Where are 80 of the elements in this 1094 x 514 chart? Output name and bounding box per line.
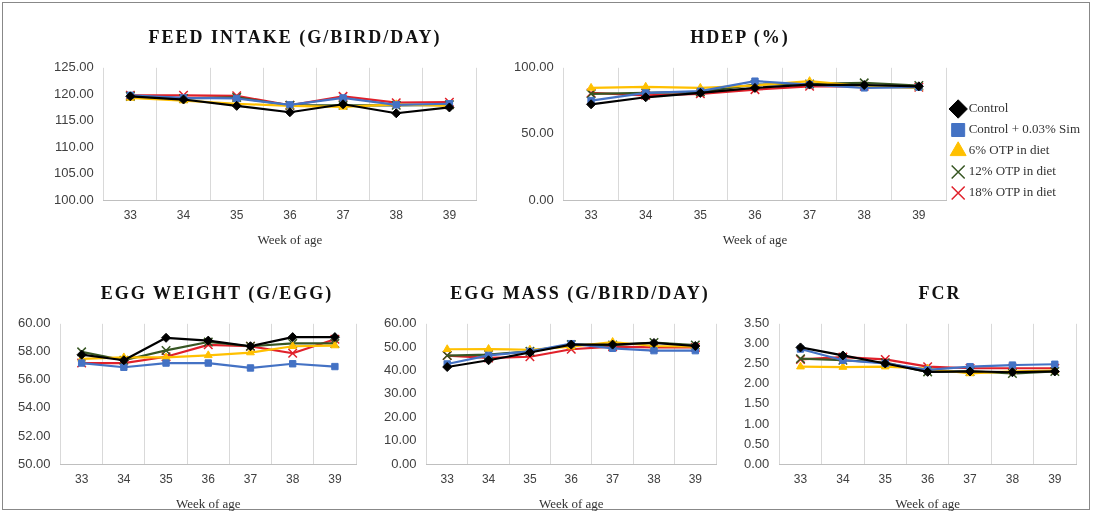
x-tick-label: 35	[159, 471, 174, 486]
chart-title: FEED INTAKE (G/BIRD/DAY)	[147, 26, 443, 49]
x-tick-label: 36	[283, 207, 297, 222]
legend-label: Control	[968, 100, 1009, 116]
x-tick-label: 37	[605, 471, 620, 486]
y-tick-label: 40.00	[383, 362, 417, 378]
x-tick-label: 33	[440, 471, 455, 486]
x-tick-label: 36	[748, 207, 762, 222]
x-tick-label: 37	[243, 471, 258, 486]
x-tick-label: 39	[688, 471, 703, 486]
y-tick-label: 54.00	[17, 399, 51, 415]
y-tick-label: 1.00	[743, 415, 770, 431]
x-tick-label: 34	[639, 207, 653, 222]
legend-label: 12% OTP in diet	[968, 163, 1057, 179]
x-tick-label: 36	[920, 471, 935, 486]
y-tick-label: 1.50	[743, 395, 770, 411]
x-tick-label: 34	[836, 471, 850, 486]
x-axis-title: Week of age	[722, 231, 788, 247]
y-tick-label: 50.00	[521, 125, 554, 141]
x-axis-title: Week of age	[895, 495, 961, 511]
y-tick-label: 20.00	[383, 408, 417, 424]
x-tick-label: 39	[328, 471, 342, 486]
y-tick-label: 0.00	[391, 455, 417, 471]
x-tick-label: 33	[123, 207, 138, 222]
x-tick-label: 34	[481, 471, 496, 486]
x-axis-title: Week of age	[538, 495, 604, 511]
x-tick-label: 39	[912, 207, 926, 222]
y-tick-label: 0.50	[743, 435, 770, 451]
y-tick-label: 56.00	[17, 371, 51, 387]
x-tick-label: 38	[857, 207, 872, 222]
x-tick-label: 33	[793, 471, 808, 486]
y-tick-label: 100.00	[54, 191, 94, 207]
x-tick-label: 38	[1005, 471, 1020, 486]
chart-title: FCR	[917, 282, 963, 305]
x-tick-label: 37	[336, 207, 351, 222]
y-tick-label: 0.00	[528, 191, 554, 207]
x-axis-title: Week of age	[257, 231, 323, 247]
x-tick-label: 36	[201, 471, 216, 486]
x-tick-label: 34	[117, 471, 131, 486]
x-tick-label: 39	[1048, 471, 1062, 486]
y-tick-label: 52.00	[17, 427, 51, 443]
chart-title: EGG MASS (G/BIRD/DAY)	[449, 282, 711, 305]
x-tick-label: 36	[564, 471, 579, 486]
x-axis-title: Week of age	[175, 495, 241, 511]
x-tick-label: 38	[647, 471, 661, 486]
legend-label: 6% OTP in diet	[968, 142, 1050, 158]
y-tick-label: 105.00	[54, 165, 94, 181]
y-tick-label: 10.00	[383, 432, 417, 448]
x-tick-label: 35	[523, 471, 537, 486]
chart-title: HDEP (%)	[689, 26, 791, 49]
y-tick-label: 30.00	[383, 385, 417, 401]
y-tick-label: 3.00	[743, 335, 770, 351]
y-tick-label: 110.00	[54, 138, 94, 154]
x-tick-label: 33	[584, 207, 599, 222]
legend-label: Control + 0.03% Sim	[968, 121, 1081, 137]
y-tick-label: 58.00	[17, 343, 51, 359]
x-tick-label: 38	[286, 471, 300, 486]
y-tick-label: 100.00	[514, 59, 554, 75]
x-tick-label: 37	[963, 471, 978, 486]
x-tick-label: 37	[802, 207, 817, 222]
y-tick-label: 2.50	[743, 355, 770, 371]
chart-title: EGG WEIGHT (G/EGG)	[99, 282, 335, 305]
x-tick-label: 34	[176, 207, 191, 222]
y-tick-label: 0.00	[743, 455, 770, 471]
y-tick-label: 125.00	[54, 59, 94, 75]
y-tick-label: 60.00	[17, 315, 51, 331]
x-tick-label: 38	[389, 207, 404, 222]
legend-label: 18% OTP in diet	[968, 184, 1057, 200]
x-tick-label: 35	[230, 207, 244, 222]
y-tick-label: 120.00	[54, 85, 94, 101]
y-tick-label: 50.00	[383, 338, 417, 354]
x-tick-label: 33	[74, 471, 89, 486]
y-tick-label: 2.00	[743, 375, 770, 391]
y-tick-label: 60.00	[383, 315, 417, 331]
x-tick-label: 35	[693, 207, 708, 222]
y-tick-label: 115.00	[54, 112, 94, 128]
x-tick-label: 35	[878, 471, 893, 486]
y-tick-label: 3.50	[743, 315, 770, 331]
y-tick-label: 50.00	[17, 455, 51, 471]
x-tick-label: 39	[442, 207, 457, 222]
